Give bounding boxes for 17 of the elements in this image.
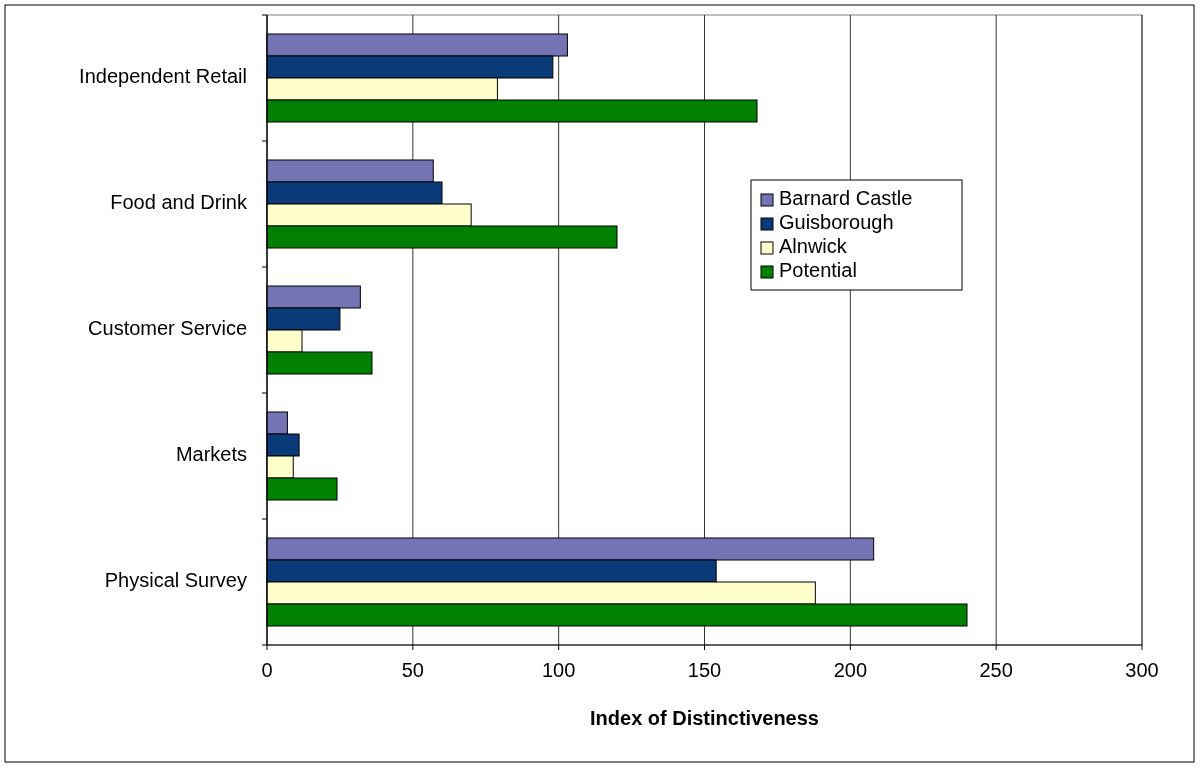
x-tick-label: 100	[541, 659, 576, 681]
legend-label: Guisborough	[779, 211, 894, 234]
y-tick-label: Independent Retail	[79, 65, 247, 88]
x-tick-label: 0	[261, 659, 273, 681]
y-tick-label: Customer Service	[88, 317, 247, 340]
legend-label: Barnard Castle	[779, 187, 913, 210]
x-axis-title: Index of Distinctiveness	[590, 707, 819, 729]
x-tick-label: 50	[401, 659, 424, 681]
legend-label: Alnwick	[779, 235, 848, 258]
x-tick-label: 250	[979, 659, 1013, 681]
y-tick-label: Food and Drink	[110, 191, 248, 214]
legend-label: Potential	[779, 259, 857, 282]
x-tick-label: 300	[1125, 659, 1159, 681]
y-tick-label: Markets	[175, 443, 247, 466]
x-tick-label: 150	[687, 659, 722, 681]
y-tick-label: Physical Survey	[104, 569, 247, 592]
x-tick-label: 200	[833, 659, 868, 681]
